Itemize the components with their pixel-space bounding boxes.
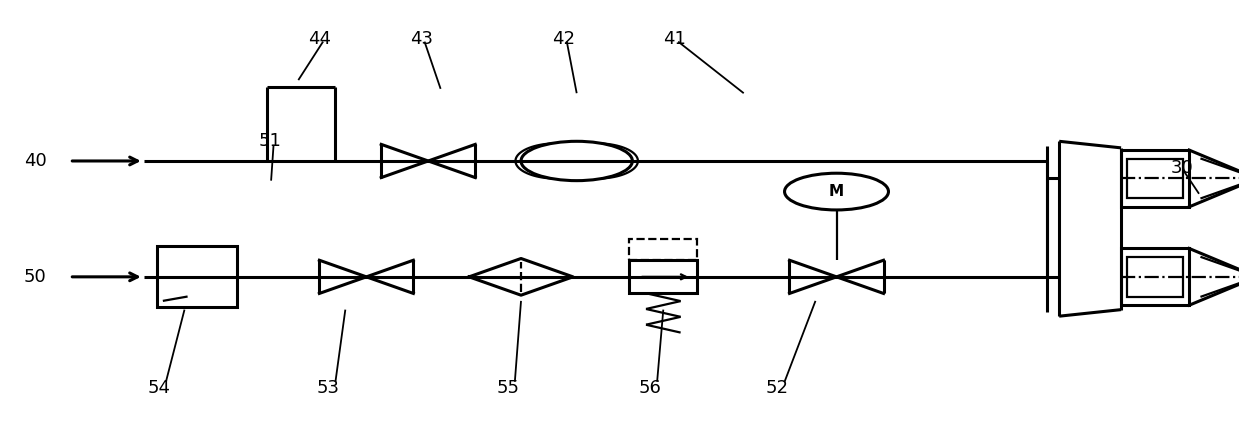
- Text: 53: 53: [317, 379, 340, 397]
- Text: 30: 30: [1171, 158, 1193, 176]
- Text: 43: 43: [409, 29, 433, 48]
- Text: 52: 52: [766, 379, 789, 397]
- Bar: [1127, 257, 1183, 297]
- Text: 55: 55: [496, 379, 520, 397]
- Bar: [629, 260, 697, 293]
- Text: 56: 56: [639, 379, 661, 397]
- Bar: [1127, 159, 1183, 198]
- Text: 41: 41: [663, 29, 686, 48]
- Text: 42: 42: [552, 29, 575, 48]
- Text: 50: 50: [24, 268, 46, 286]
- Text: 44: 44: [309, 29, 331, 48]
- Bar: [1121, 249, 1189, 305]
- Text: 54: 54: [148, 379, 170, 397]
- Bar: [156, 246, 237, 308]
- Bar: [1121, 150, 1189, 207]
- Text: M: M: [830, 184, 844, 199]
- Text: 40: 40: [24, 152, 46, 170]
- Text: 51: 51: [259, 132, 281, 150]
- Bar: [629, 239, 697, 260]
